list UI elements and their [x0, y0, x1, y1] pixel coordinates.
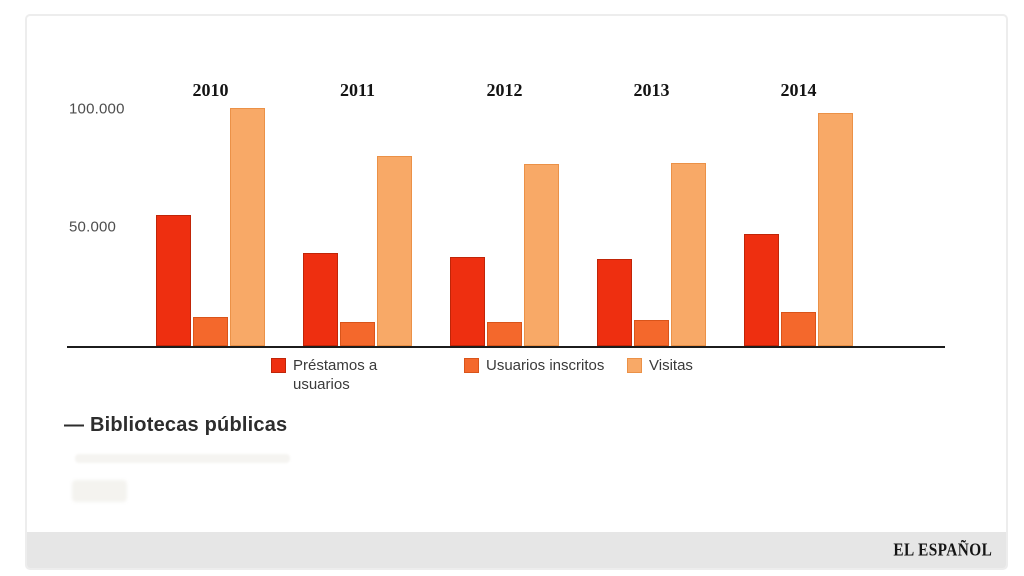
legend-item-prestamos-a-usuarios: Préstamos a usuarios: [271, 356, 393, 394]
bar-visitas-2013: [671, 163, 706, 346]
chart-card-inner: 2010 2011 2012 2013 2014 50.000 100.000 Prést…: [27, 16, 1006, 568]
bar-usuarios-inscritos-2011: [340, 322, 375, 346]
bar-group-2014: [744, 84, 853, 346]
legend-item-usuarios-inscritos: Usuarios inscritos: [464, 356, 604, 375]
year-label-2013: 2013: [633, 80, 670, 100]
bar-usuarios-inscritos-2010: [193, 317, 228, 346]
bar-visitas-2014: [818, 113, 853, 346]
x-axis-year-labels: 2010 2011 2012 2013 2014: [27, 80, 1006, 102]
bar-visitas-2012: [524, 164, 559, 346]
bar-group-2011: [303, 84, 412, 346]
bar-visitas-2010: [230, 108, 265, 346]
faded-artifact: [75, 454, 290, 463]
bar-prestamos-a-usuarios-2014: [744, 234, 779, 346]
bar-plot-area: [27, 84, 1006, 346]
bar-visitas-2011: [377, 156, 412, 346]
x-axis-line: [67, 346, 945, 348]
chart-card: 2010 2011 2012 2013 2014 50.000 100.000 Prést…: [25, 14, 1008, 570]
legend-label: Visitas: [649, 357, 693, 374]
legend-swatch-icon: [627, 358, 642, 373]
bar-group-2012: [450, 84, 559, 346]
brand-logo: EL ESPAÑOL: [893, 539, 992, 560]
legend-item-visitas: Visitas: [627, 356, 693, 375]
faded-artifact: [72, 480, 127, 502]
bar-usuarios-inscritos-2012: [487, 322, 522, 346]
bar-group-2013: [597, 84, 706, 346]
chart-caption: — Bibliotecas públicas: [64, 414, 288, 436]
bar-prestamos-a-usuarios-2012: [450, 257, 485, 346]
chart-legend: Préstamos a usuarios Usuarios inscritos Vi…: [27, 356, 1006, 408]
year-label-2010: 2010: [192, 80, 229, 100]
bar-group-2010: [156, 84, 265, 346]
bar-prestamos-a-usuarios-2010: [156, 215, 191, 346]
bar-prestamos-a-usuarios-2011: [303, 253, 338, 346]
legend-label: Préstamos a usuarios: [293, 357, 378, 393]
bar-prestamos-a-usuarios-2013: [597, 259, 632, 346]
year-label-2011: 2011: [339, 80, 375, 100]
year-label-2014: 2014: [780, 80, 817, 100]
y-tick-100000: 100.000: [69, 100, 125, 117]
legend-label: Usuarios inscritos: [486, 357, 605, 374]
y-tick-50000: 50.000: [69, 218, 117, 236]
bar-usuarios-inscritos-2014: [781, 312, 816, 346]
year-label-2012: 2012: [486, 80, 523, 100]
bar-usuarios-inscritos-2013: [634, 320, 669, 346]
footer-bar: EL ESPAÑOL: [27, 532, 1006, 568]
legend-swatch-icon: [464, 358, 479, 373]
legend-swatch-icon: [271, 358, 286, 373]
